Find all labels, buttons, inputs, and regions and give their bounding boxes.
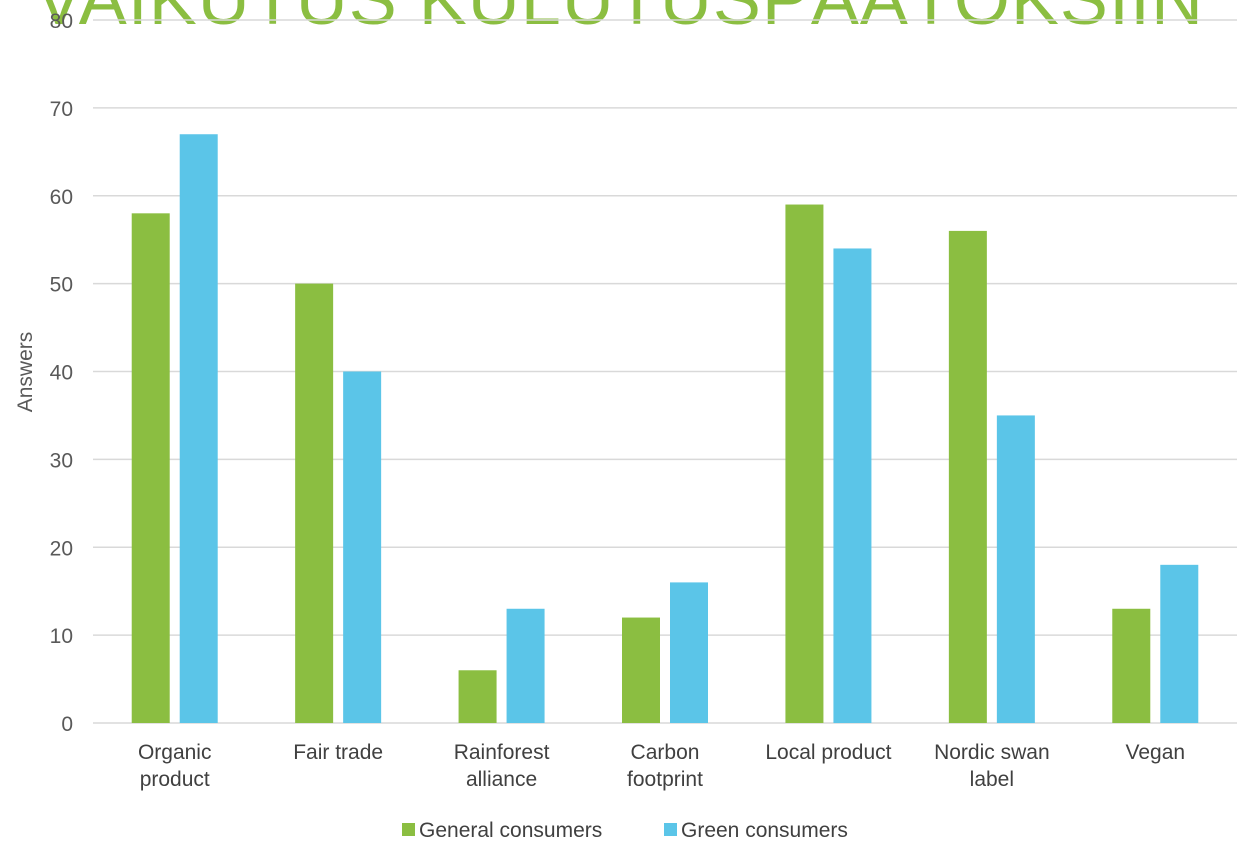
y-tick-label: 60 bbox=[50, 186, 73, 209]
y-tick-label: 30 bbox=[50, 449, 73, 472]
x-axis-labels: Organic product Fair trade Rainforest allian… bbox=[138, 741, 1185, 791]
y-axis-title: Answers bbox=[14, 332, 37, 413]
y-tick-label: 80 bbox=[50, 10, 73, 33]
y-tick-label: 20 bbox=[50, 537, 73, 560]
bar-general bbox=[131, 213, 170, 723]
x-tick-label: Nordic swan label bbox=[934, 741, 1050, 791]
y-tick-label: 50 bbox=[50, 274, 73, 297]
x-tick-label: Local product bbox=[765, 741, 891, 764]
legend: General consumers Green consumers bbox=[402, 819, 848, 842]
y-axis-ticks: 0 10 20 30 40 50 60 70 80 bbox=[50, 10, 73, 736]
legend-label: General consumers bbox=[419, 819, 602, 842]
bar-green bbox=[506, 608, 545, 723]
y-tick-label: 10 bbox=[50, 625, 73, 648]
legend-label: Green consumers bbox=[681, 819, 848, 842]
bar-green bbox=[996, 415, 1035, 723]
x-tick-label: Vegan bbox=[1125, 741, 1185, 764]
bars bbox=[131, 134, 1199, 724]
bar-green bbox=[179, 134, 218, 724]
bar-general bbox=[785, 204, 824, 724]
y-tick-label: 70 bbox=[50, 98, 73, 121]
y-tick-label: 0 bbox=[61, 713, 73, 736]
bar-green bbox=[343, 371, 382, 723]
legend-swatch bbox=[402, 823, 415, 836]
x-tick-label: Organic product bbox=[138, 741, 212, 791]
bar-general bbox=[1112, 608, 1151, 723]
x-tick-label: Carbon footprint bbox=[627, 741, 703, 791]
bar-general bbox=[948, 230, 987, 723]
bar-green bbox=[1160, 564, 1199, 723]
gridlines bbox=[93, 19, 1237, 724]
x-tick-label: Rainforest alliance bbox=[454, 741, 550, 791]
bar-general bbox=[295, 283, 334, 723]
bar-green bbox=[670, 582, 708, 723]
bar-general bbox=[458, 670, 497, 723]
bar-green bbox=[833, 248, 872, 723]
y-tick-label: 40 bbox=[50, 362, 73, 385]
legend-swatch bbox=[664, 823, 677, 836]
bar-general bbox=[622, 617, 660, 723]
x-tick-label: Fair trade bbox=[293, 741, 383, 764]
